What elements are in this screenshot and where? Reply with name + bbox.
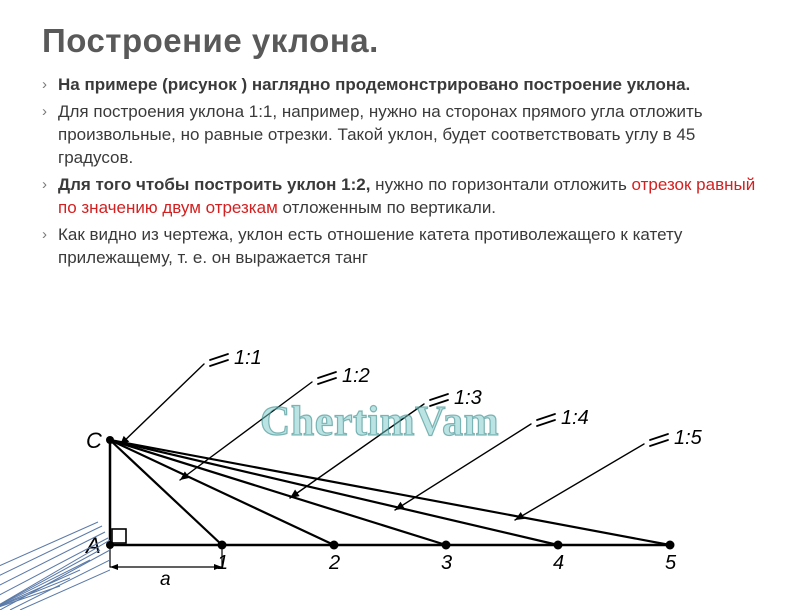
- bullet-1-bold: На примере (рисунок ) наглядно продемонс…: [58, 75, 690, 94]
- bullet-list: На примере (рисунок ) наглядно продемонс…: [42, 74, 758, 270]
- svg-text:a: a: [160, 569, 171, 590]
- bullet-3-post: отложенным по вертикали.: [278, 198, 496, 217]
- slope-figure: ChertimVam a12345CA1:11:21:31:41:5: [0, 340, 800, 600]
- svg-text:5: 5: [665, 552, 677, 574]
- bullet-4: Как видно из чертежа, уклон есть отношен…: [42, 224, 758, 270]
- svg-text:2: 2: [328, 552, 340, 574]
- bullet-3-mid: нужно по горизонтали отложить: [370, 175, 631, 194]
- svg-text:3: 3: [441, 552, 452, 574]
- bullet-3-bold: Для того чтобы построить уклон 1:2,: [58, 175, 370, 194]
- svg-text:1:2: 1:2: [342, 365, 370, 387]
- svg-text:C: C: [86, 428, 102, 453]
- svg-text:1:4: 1:4: [561, 407, 589, 429]
- bullet-2-text: Для построения уклона 1:1, например, нуж…: [58, 102, 703, 167]
- svg-text:4: 4: [553, 552, 564, 574]
- svg-text:1:5: 1:5: [674, 427, 703, 449]
- slide-title: Построение уклона.: [42, 22, 758, 60]
- bullet-2: Для построения уклона 1:1, например, нуж…: [42, 101, 758, 170]
- slope-svg: a12345CA1:11:21:31:41:5: [0, 340, 800, 600]
- corner-decoration: [0, 520, 110, 610]
- watermark-text: ChertimVam: [260, 398, 499, 446]
- bullet-4-text: Как видно из чертежа, уклон есть отношен…: [58, 225, 682, 267]
- svg-text:1:1: 1:1: [234, 347, 262, 369]
- svg-text:1: 1: [217, 552, 228, 574]
- bullet-3: Для того чтобы построить уклон 1:2, нужн…: [42, 174, 758, 220]
- bullet-1: На примере (рисунок ) наглядно продемонс…: [42, 74, 758, 97]
